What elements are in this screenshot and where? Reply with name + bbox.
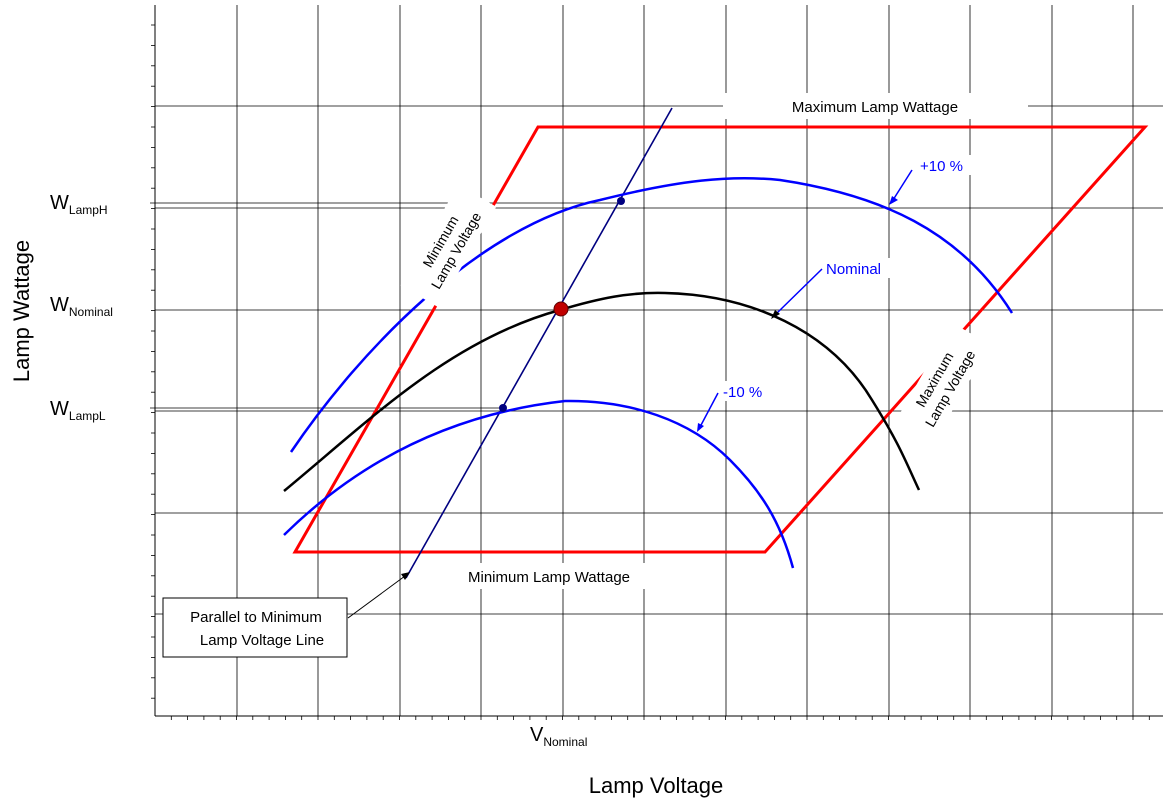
max-wattage-label: Maximum Lamp Wattage (792, 99, 958, 116)
x-axis-title: Lamp Voltage (589, 773, 724, 798)
w-lampl-label-sub: LampL (69, 409, 106, 423)
v-nominal-label: VNominal (530, 724, 587, 749)
parallel-label-box (162, 597, 348, 658)
parallel-pointer (347, 575, 406, 619)
minus10-pointer-head (697, 423, 704, 432)
w-lampl-label: WLampL (50, 398, 106, 423)
w-nominal-label-main: W (50, 294, 69, 316)
v-nominal-label-sub: Nominal (543, 735, 587, 749)
minus10-label-bg (719, 381, 775, 401)
w-lampl-point (499, 404, 507, 412)
nominal-pointer (775, 268, 823, 315)
plus10-pointer (892, 169, 913, 201)
plus10-pointer-head (889, 196, 898, 205)
max-voltage-label-bg (894, 322, 991, 446)
minus10-pointer (699, 392, 719, 428)
nominal-curve (283, 291, 921, 492)
w-lampl-label-main: W (50, 398, 69, 420)
parallel-label-line2: Lamp Voltage Line (200, 632, 324, 649)
w-lamph-label: WLampH (50, 192, 108, 217)
max-wattage-label-bg (723, 93, 1028, 119)
nominal-pointer-head (771, 310, 780, 319)
plus10-curve (289, 176, 1014, 453)
minus10-curve (283, 399, 795, 569)
axis-ticks (151, 24, 1150, 720)
w-lamph-label-main: W (50, 192, 69, 214)
w-nominal-label: WNominal (50, 294, 113, 319)
parallel-pointer-head (401, 572, 410, 580)
w-lamph-label-sub: LampH (69, 203, 108, 217)
min-wattage-label: Minimum Lamp Wattage (468, 569, 630, 586)
parallel-line (405, 107, 673, 579)
y-axis-title: Lamp Wattage (9, 240, 34, 382)
plus10-label: +10 % (920, 158, 963, 175)
w-lamph-point (617, 197, 625, 205)
v-nominal-label-main: V (530, 724, 544, 746)
parallel-label-line1: Parallel to Minimum (190, 609, 322, 626)
min-wattage-label-bg (448, 563, 650, 589)
min-voltage-label-bg (400, 184, 497, 308)
nominal-label: Nominal (826, 261, 881, 278)
nominal-point (553, 301, 569, 317)
minus10-label: -10 % (723, 384, 762, 401)
operating-envelope (292, 125, 1149, 554)
plus10-label-bg (914, 155, 976, 175)
nominal-label-bg (823, 258, 893, 278)
w-nominal-label-sub: Nominal (69, 305, 113, 319)
